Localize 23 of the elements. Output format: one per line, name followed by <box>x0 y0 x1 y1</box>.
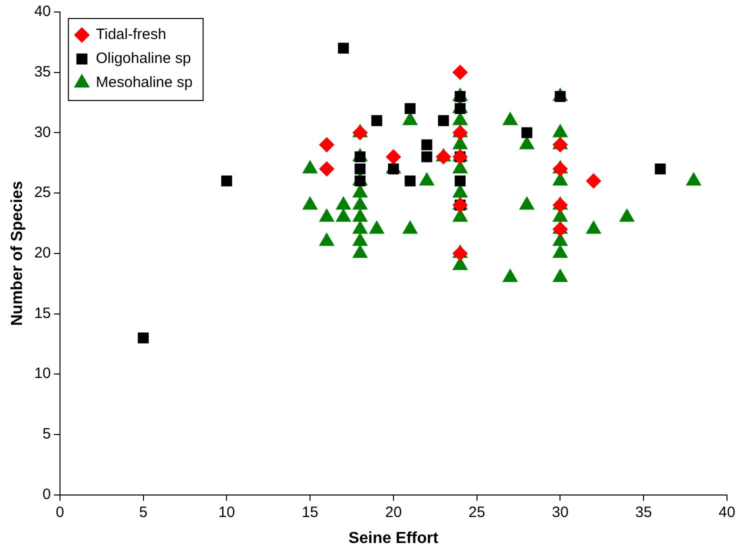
y-tick-label: 25 <box>34 184 51 202</box>
x-tick-label: 0 <box>56 504 64 521</box>
x-tick-label: 15 <box>302 504 318 521</box>
x-tick-label: 20 <box>385 504 402 521</box>
legend-label: Oligohaline sp <box>96 50 191 68</box>
x-tick-label: 5 <box>139 504 148 521</box>
legend-label: Tidal-fresh <box>96 26 166 44</box>
y-tick-label: 30 <box>34 124 51 141</box>
x-tick-label: 10 <box>218 504 236 521</box>
y-tick-label: 20 <box>34 244 51 262</box>
y-tick-label: 40 <box>34 3 51 20</box>
y-tick-label: 0 <box>42 486 51 503</box>
y-tick-label: 35 <box>34 63 51 80</box>
y-axis-title: Number of Species <box>9 180 26 326</box>
y-tick-label: 15 <box>34 304 51 322</box>
x-axis-title: Seine Effort <box>348 530 440 547</box>
x-tick-label: 30 <box>552 504 569 521</box>
y-tick-label: 10 <box>34 365 51 382</box>
y-tick-label: 5 <box>42 426 51 443</box>
x-tick-label: 35 <box>635 504 652 521</box>
x-tick-label: 25 <box>468 504 486 521</box>
legend-label: Mesohaline sp <box>96 74 193 92</box>
x-tick-label: 40 <box>718 504 736 521</box>
